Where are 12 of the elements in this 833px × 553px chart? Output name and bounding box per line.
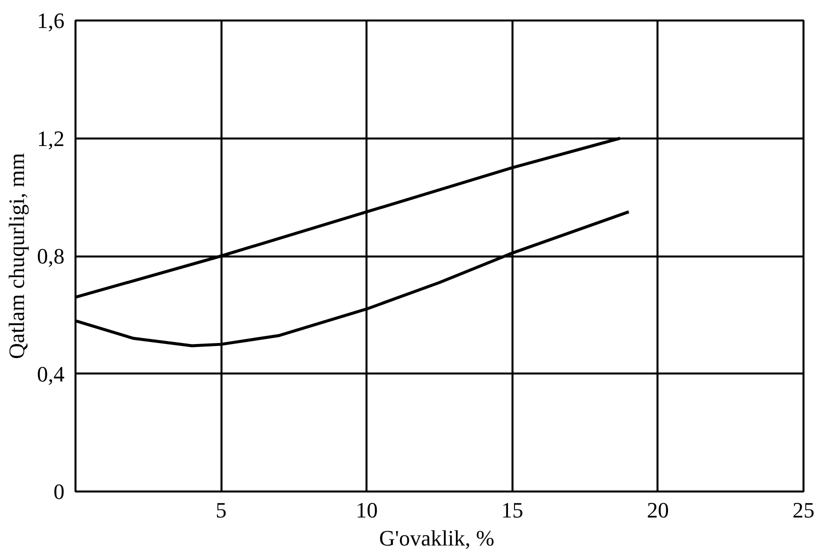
y-tick-label: 1,2 [37,126,64,151]
x-tick-label: 15 [501,498,524,522]
y-tick-label: 0,8 [37,244,64,268]
y-axis-title: Qatlam chuqurligi, mm [4,153,29,359]
y-tick-label: 0 [54,479,64,504]
x-tick-label: 20 [646,498,669,522]
x-axis-title: G'ovaklik, % [379,526,494,550]
y-tick-label: 0,4 [37,361,64,386]
x-tick-label: 10 [356,498,378,522]
x-tick-label: 5 [216,498,227,522]
x-tick-label: 25 [792,498,814,522]
y-tick-label: 1,6 [37,8,64,33]
